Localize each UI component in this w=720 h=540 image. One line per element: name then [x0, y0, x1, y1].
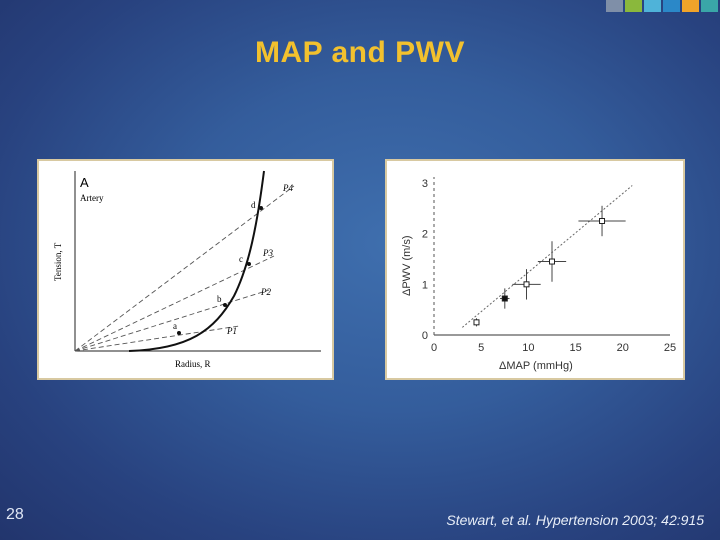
data-points: [473, 205, 626, 327]
y-tick-label: 1: [422, 279, 428, 291]
strip-block: [682, 0, 699, 12]
trend-line: [461, 185, 633, 328]
x-tick-label: 5: [478, 342, 484, 354]
pressure-label-p4: P4: [282, 183, 293, 193]
top-color-strip: [606, 0, 720, 12]
x-tick-label: 20: [617, 342, 629, 354]
chart-x-label: ΔMAP (mmHg): [499, 360, 573, 372]
data-point: [501, 295, 508, 302]
point-b: [223, 303, 227, 307]
data-point: [549, 258, 555, 265]
point-a: [177, 331, 181, 335]
point-label-a: a: [173, 321, 177, 331]
point-label-d: d: [251, 200, 256, 210]
pressure-line-p2: [74, 289, 270, 352]
slide-number: 28: [6, 506, 24, 523]
data-point: [473, 319, 480, 326]
slide-title: MAP and PWV: [255, 36, 465, 69]
x-tick-label: 0: [431, 342, 437, 354]
pressure-line-p1: [74, 325, 240, 352]
left-x-axis-label: Radius, R: [175, 359, 211, 369]
strip-block: [701, 0, 718, 12]
point-d: [259, 206, 263, 210]
strip-block: [663, 0, 680, 12]
pwv-map-chart: 0 5 10 15 20 25 0 1 2 3 ΔPWV (m/s) ΔMAP (mmHg): [385, 159, 685, 380]
x-tick-label: 10: [522, 342, 534, 354]
point-c: [247, 262, 251, 266]
tension-radius-figure: a b c d P1 P2 P3 P4 A Artery Tension, T …: [37, 159, 334, 380]
panel-label-a: A: [80, 175, 89, 190]
pwv-map-svg: 0 5 10 15 20 25 0 1 2 3 ΔPWV (m/s) ΔMAP (mmHg): [401, 177, 676, 372]
pressure-label-p3: P3: [262, 248, 273, 258]
pressure-label-p1: P1: [226, 326, 237, 336]
y-tick-label: 2: [422, 229, 428, 241]
pressure-line-p4: [74, 185, 295, 352]
strip-block: [606, 0, 623, 12]
x-tick-label: 15: [569, 342, 581, 354]
strip-block: [644, 0, 661, 12]
strip-block: [625, 0, 642, 12]
tension-curve: [128, 170, 265, 352]
y-tick-label: 3: [422, 178, 428, 190]
x-tick-label: 25: [664, 342, 676, 354]
citation: Stewart, et al. Hypertension 2003; 42:91…: [446, 512, 704, 528]
pressure-line-p3: [74, 255, 275, 352]
panel-subtitle: Artery: [80, 193, 104, 203]
chart-y-label: ΔPWV (m/s): [401, 235, 413, 296]
pressure-label-p2: P2: [260, 287, 271, 297]
left-y-axis-label: Tension, T: [53, 242, 63, 281]
point-label-b: b: [217, 294, 222, 304]
tension-radius-svg: a b c d P1 P2 P3 P4 A Artery Tension, T …: [53, 170, 321, 369]
y-tick-label: 0: [422, 330, 428, 342]
tick-labels: 0 5 10 15 20 25 0 1 2 3: [422, 177, 676, 354]
data-point: [599, 218, 606, 224]
data-point: [523, 281, 530, 288]
point-label-c: c: [239, 254, 243, 264]
